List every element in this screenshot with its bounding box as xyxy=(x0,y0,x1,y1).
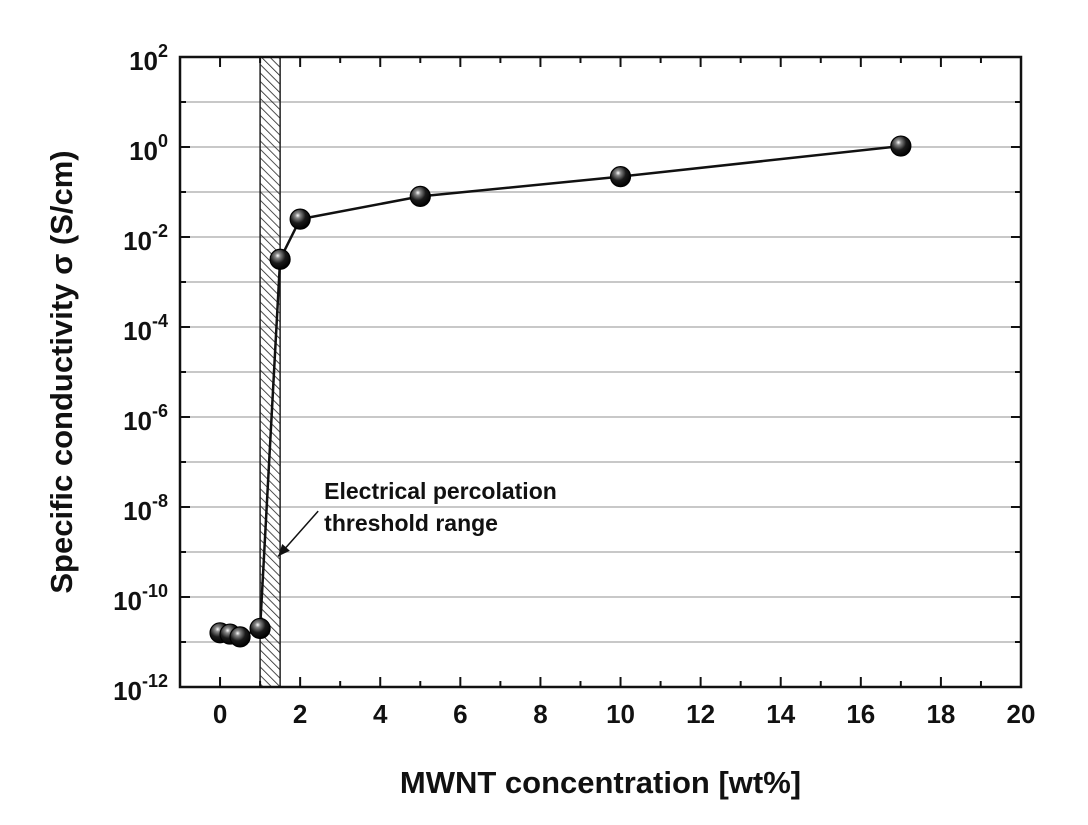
data-point xyxy=(890,135,912,157)
annotation-text: threshold range xyxy=(324,510,498,536)
x-axis-title: MWNT concentration [wt%] xyxy=(400,765,801,800)
x-tick-label: 0 xyxy=(213,699,227,729)
grid-lines xyxy=(180,101,1021,643)
data-point xyxy=(269,248,291,270)
x-tick-label: 12 xyxy=(686,699,715,729)
y-axis-title: Specific conductivity σ (S/cm) xyxy=(44,150,79,593)
x-tick-label: 18 xyxy=(926,699,955,729)
axis-ticks: 0 2 4 6 8 10 12 14 16 18 20 102 100 10-2 10-4 10-6 10-8 1… xyxy=(113,41,1035,729)
y-tick-label: 102 xyxy=(129,41,168,76)
y-tick-label: 10-12 xyxy=(113,671,168,706)
x-tick-label: 10 xyxy=(606,699,635,729)
x-tick-label: 20 xyxy=(1007,699,1036,729)
y-tick-label: 10-8 xyxy=(123,491,168,526)
data-point xyxy=(229,626,251,648)
y-tick-label: 10-10 xyxy=(113,581,168,616)
y-tick-label: 10-4 xyxy=(123,311,168,346)
x-tick-label: 6 xyxy=(453,699,467,729)
data-series xyxy=(209,135,912,648)
annotation-text: Electrical percolation xyxy=(324,478,557,504)
x-tick-label: 4 xyxy=(373,699,388,729)
data-point xyxy=(609,165,632,188)
x-tick-label: 14 xyxy=(766,699,795,729)
data-point xyxy=(289,208,311,230)
y-tick-label: 100 xyxy=(129,131,168,166)
annotation-arrowhead xyxy=(278,544,290,557)
x-tick-label: 16 xyxy=(846,699,875,729)
series-line xyxy=(219,144,901,639)
y-tick-label: 10-2 xyxy=(123,221,168,256)
x-tick-label: 8 xyxy=(533,699,547,729)
data-point xyxy=(409,185,431,207)
y-tick-label: 10-6 xyxy=(123,401,168,436)
x-tick-label: 2 xyxy=(293,699,307,729)
annotation: Electrical percolation threshold range xyxy=(277,478,557,557)
data-point xyxy=(249,617,271,640)
